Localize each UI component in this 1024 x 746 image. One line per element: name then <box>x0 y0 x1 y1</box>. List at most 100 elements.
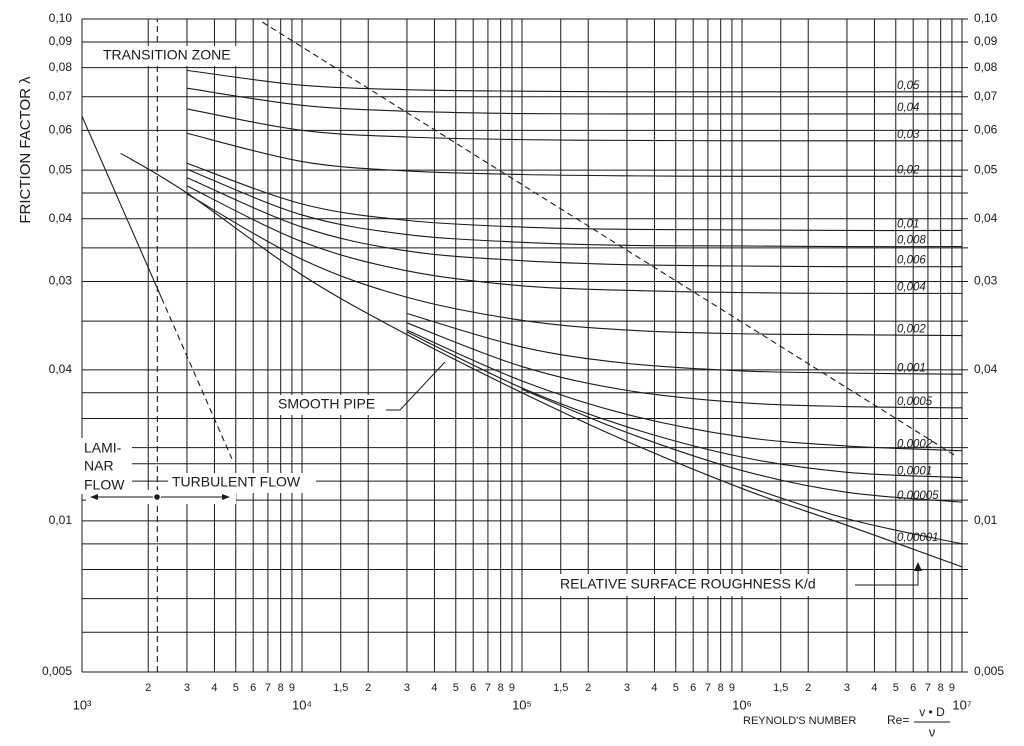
y-tick-label: 0,04 <box>49 211 73 225</box>
x-tick-label: 8 <box>938 682 944 694</box>
annotation-bg <box>272 395 384 415</box>
x-tick-label: 6 <box>910 682 916 694</box>
formula-numerator: v • D <box>919 705 945 719</box>
y-tick-label: 0,07 <box>49 89 73 103</box>
curve-label: 0,008 <box>897 235 926 247</box>
curve-label: 0,05 <box>897 80 920 92</box>
x-tick-label: 5 <box>673 682 679 694</box>
x-tick-label: 10³ <box>73 697 92 712</box>
x-tick-label: 5 <box>893 682 899 694</box>
y-tick-label-right: 0,05 <box>974 162 998 176</box>
formula-lhs: Re= <box>887 713 909 727</box>
curve <box>186 177 963 268</box>
curve <box>81 116 163 299</box>
curve-label: 0,00001 <box>897 532 939 544</box>
x-tick-label: 1,5 <box>553 682 568 694</box>
annotation: TURBULENT FLOW <box>172 474 301 490</box>
y-tick-label-right: 0,01 <box>974 513 998 527</box>
curve <box>406 331 963 479</box>
x-tick-label: 2 <box>365 682 371 694</box>
x-tick-label: 3 <box>844 682 850 694</box>
curve <box>120 152 963 568</box>
curve-label: 0,0002 <box>897 439 933 451</box>
x-tick-label: 1,5 <box>773 682 788 694</box>
x-tick-label: 1,5 <box>333 682 348 694</box>
annotation-bg <box>554 574 842 596</box>
x-tick-label: 6 <box>250 682 256 694</box>
x-tick-label: 2 <box>145 682 151 694</box>
curve <box>406 312 963 375</box>
y-tick-label: 0,01 <box>49 513 73 527</box>
curve <box>262 21 956 456</box>
y-tick-label: 0,10 <box>49 11 73 25</box>
y-tick-label-right: 0,10 <box>974 11 998 25</box>
annotation: LAMI- <box>84 440 122 456</box>
x-tick-label: 7 <box>705 682 711 694</box>
annotation: SMOOTH PIPE <box>278 396 375 412</box>
curve-label: 0,006 <box>897 255 926 267</box>
x-axis-title: REYNOLD'S NUMBER <box>743 715 856 727</box>
x-tick-label: 8 <box>278 682 284 694</box>
leader-line <box>855 570 919 586</box>
y-tick-label-right: 0,07 <box>974 89 998 103</box>
curve-label: 0,0001 <box>897 466 932 478</box>
arrow-dot <box>154 494 160 500</box>
annotation-bg <box>168 473 316 493</box>
curve-label: 0,0005 <box>897 396 933 408</box>
curve <box>186 193 963 337</box>
curve-label: 0,002 <box>897 324 926 336</box>
curve <box>186 108 962 142</box>
annotation: FLOW <box>84 477 125 493</box>
y-tick-label: 0,05 <box>49 162 73 176</box>
y-tick-label-right: 0,09 <box>974 34 998 48</box>
x-tick-label: 6 <box>470 682 476 694</box>
y-tick-label: 0,005 <box>42 664 72 678</box>
x-tick-label: 10⁴ <box>292 697 312 712</box>
curve-label: 0,00005 <box>897 490 939 502</box>
arrow-head <box>222 494 230 500</box>
x-tick-label: 9 <box>729 682 735 694</box>
curves <box>81 19 963 672</box>
curve <box>186 87 962 115</box>
x-tick-label: 7 <box>485 682 491 694</box>
y-tick-label: 0,08 <box>49 60 73 74</box>
arrow-head <box>914 562 922 571</box>
curve <box>186 132 962 177</box>
curve <box>406 322 963 409</box>
annotation: NAR <box>84 458 114 474</box>
x-tick-label: 3 <box>184 682 190 694</box>
labels: 0,10 0,10 0,09 0,09 0,08 0,08 0,07 0,07 0,06 0,06… <box>42 11 1004 712</box>
formula-denominator: ν <box>929 724 936 739</box>
y-tick-label: 0,06 <box>49 123 73 137</box>
x-tick-label: 8 <box>718 682 724 694</box>
x-tick-label: 4 <box>211 682 217 694</box>
x-tick-label: 9 <box>289 682 295 694</box>
y-tick-label-right: 0,005 <box>974 664 1004 678</box>
x-tick-label: 6 <box>690 682 696 694</box>
y-tick-label-right: 0,08 <box>974 60 998 74</box>
x-tick-label: 4 <box>431 682 437 694</box>
annotation: TRANSITION ZONE <box>103 47 231 63</box>
annotation-bg <box>98 46 248 66</box>
x-tick-label: 3 <box>624 682 630 694</box>
curve <box>521 388 963 503</box>
curve <box>186 168 963 248</box>
x-tick-label: 5 <box>453 682 459 694</box>
y-tick-label-right: 0,04 <box>974 211 998 225</box>
y-tick-label: 0,04 <box>49 362 73 376</box>
curve <box>406 329 963 452</box>
x-tick-label: 7 <box>265 682 271 694</box>
x-tick-label: 5 <box>233 682 239 694</box>
x-tick-label: 3 <box>404 682 410 694</box>
y-tick-label: 0,03 <box>49 274 73 288</box>
curve-label: 0,001 <box>897 362 926 374</box>
y-tick-label-right: 0,03 <box>974 274 998 288</box>
curve-label: 0,04 <box>897 102 919 114</box>
x-tick-label: 2 <box>585 682 591 694</box>
curve-label: 0,03 <box>897 129 920 141</box>
arrow-head <box>90 494 98 500</box>
curve <box>186 185 963 294</box>
curve-label: 0,01 <box>897 219 919 231</box>
